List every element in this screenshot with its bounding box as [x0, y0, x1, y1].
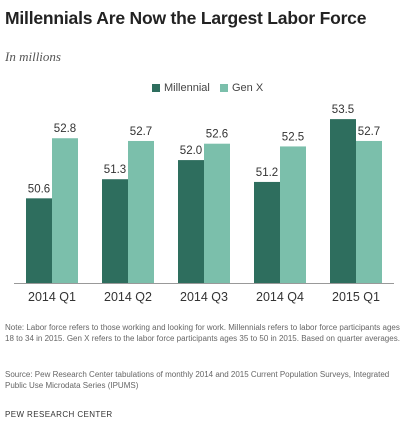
legend-item-millennial: Millennial	[152, 82, 210, 94]
bar-gen-x	[128, 140, 154, 283]
data-label-gen-x: 52.7	[358, 126, 380, 138]
x-tick-label: 2015 Q1	[332, 290, 380, 304]
legend-item-gen-x: Gen X	[220, 82, 263, 94]
bar-millennial	[254, 181, 280, 283]
bar-gen-x	[204, 143, 230, 283]
bar-millennial	[178, 160, 204, 283]
bar-millennial	[26, 198, 52, 283]
footer-credit: PEW RESEARCH CENTER	[5, 410, 113, 419]
chart-legend: Millennial Gen X	[0, 82, 410, 98]
legend-swatch-gen-x	[220, 84, 228, 92]
data-label-millennial: 52.0	[180, 145, 202, 157]
x-tick-label: 2014 Q1	[28, 290, 76, 304]
data-label-gen-x: 52.5	[282, 131, 304, 143]
legend-label-millennial: Millennial	[164, 82, 210, 94]
x-tick-label: 2014 Q2	[104, 290, 152, 304]
x-tick-label: 2014 Q3	[180, 290, 228, 304]
bar-gen-x	[280, 146, 306, 283]
legend-swatch-millennial	[152, 84, 160, 92]
bar-millennial	[102, 179, 128, 283]
data-label-millennial: 50.6	[28, 183, 50, 195]
data-label-gen-x: 52.7	[130, 126, 152, 138]
chart-source: Source: Pew Research Center tabulations …	[5, 370, 390, 390]
bar-millennial	[330, 119, 356, 283]
data-label-gen-x: 52.6	[206, 129, 228, 141]
chart-subtitle: In millions	[5, 49, 61, 64]
x-tick-label: 2014 Q4	[256, 290, 304, 304]
data-label-millennial: 51.3	[104, 164, 126, 176]
bar-gen-x	[52, 138, 78, 283]
bar-chart: 50.6 52.8 2014 Q1 51.3 52.7 2014 Q2 52.0 52.6 20…	[14, 104, 394, 304]
data-label-gen-x: 52.8	[54, 123, 76, 135]
bar-gen-x	[356, 140, 382, 283]
legend-label-gen-x: Gen X	[232, 82, 264, 94]
chart-note: Note: Labor force refers to those workin…	[5, 323, 400, 343]
data-label-millennial: 53.5	[332, 104, 354, 116]
chart-title: Millennials Are Now the Largest Labor Fo…	[5, 8, 367, 28]
data-label-millennial: 51.2	[256, 167, 278, 179]
